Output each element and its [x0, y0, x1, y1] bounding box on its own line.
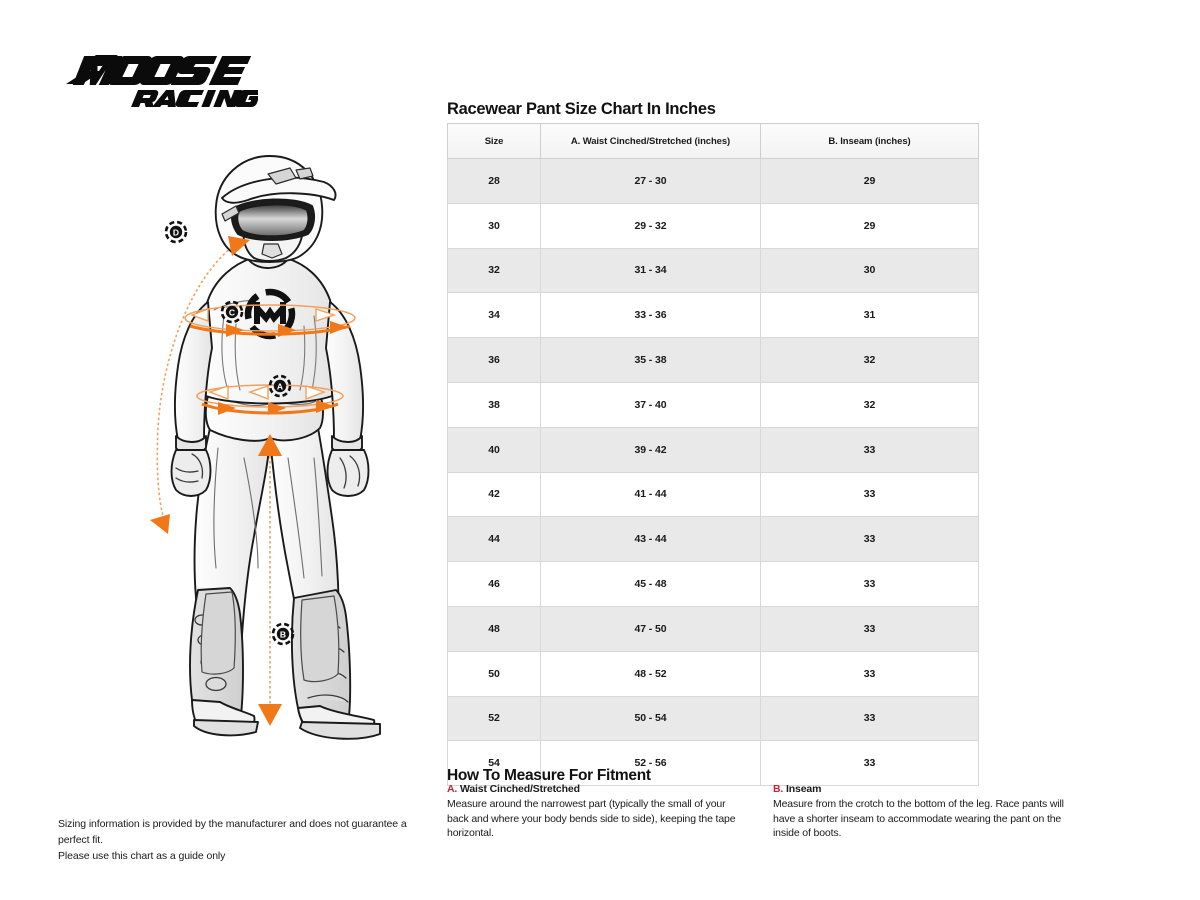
table-row: 28 27 - 30 29 — [447, 158, 979, 204]
marker-B: B — [271, 622, 295, 646]
cell-size: 32 — [447, 247, 541, 294]
table-row: 34 33 - 36 31 — [447, 292, 979, 339]
cell-inseam: 33 — [760, 740, 979, 787]
measure-section-waist: A. Waist Cinched/Stretched Measure aroun… — [447, 782, 747, 841]
table-row: 46 45 - 48 33 — [447, 561, 979, 607]
cell-waist: 27 - 30 — [540, 158, 761, 204]
sizing-disclaimer-line1: Sizing information is provided by the ma… — [58, 818, 407, 846]
cell-inseam: 31 — [760, 292, 979, 339]
measurement-overlay — [150, 236, 356, 726]
page-title: Racewear Pant Size Chart In Inches — [447, 100, 716, 119]
marker-label-B: B — [280, 630, 286, 640]
rider-measurement-diagram: D C A B — [118, 128, 418, 753]
cell-waist: 43 - 44 — [540, 516, 761, 563]
table-row: 40 39 - 42 33 — [447, 426, 979, 473]
cell-size: 44 — [447, 516, 541, 563]
size-chart-header: Size A. Waist Cinched/Stretched (inches)… — [447, 123, 979, 159]
left-panel: D C A B Sizing information is provided b… — [0, 0, 440, 900]
cell-size: 28 — [447, 158, 541, 204]
cell-size: 36 — [447, 337, 541, 383]
marker-label-A: A — [277, 382, 283, 392]
measure-letter-a: A. — [447, 783, 458, 795]
table-row: 48 47 - 50 33 — [447, 605, 979, 652]
marker-D: D — [164, 220, 188, 244]
cell-inseam: 30 — [760, 247, 979, 294]
cell-waist: 31 - 34 — [540, 247, 761, 294]
cell-inseam: 33 — [760, 650, 979, 697]
cell-size: 42 — [447, 471, 541, 518]
cell-inseam: 29 — [760, 158, 979, 204]
cell-size: 30 — [447, 202, 541, 249]
cell-waist: 45 - 48 — [540, 561, 761, 607]
measure-label-a: A. Waist Cinched/Stretched — [447, 782, 747, 796]
column-header-waist: A. Waist Cinched/Stretched (inches) — [540, 123, 761, 159]
cell-waist: 39 - 42 — [540, 426, 761, 473]
cell-inseam: 33 — [760, 561, 979, 607]
measure-label-b: B. Inseam — [773, 782, 1083, 796]
table-row: 42 41 - 44 33 — [447, 471, 979, 518]
cell-size: 46 — [447, 561, 541, 607]
cell-waist: 48 - 52 — [540, 650, 761, 697]
measure-title-a: Waist Cinched/Stretched — [459, 783, 580, 795]
table-row: 36 35 - 38 32 — [447, 337, 979, 383]
moose-racing-logo — [58, 38, 266, 110]
cell-waist: 47 - 50 — [540, 605, 761, 652]
table-row: 54 52 - 56 33 — [447, 740, 979, 787]
cell-waist: 52 - 56 — [540, 740, 761, 787]
marker-label-D: D — [173, 228, 179, 238]
measure-text-b: Measure from the crotch to the bottom of… — [773, 798, 1064, 840]
how-to-measure-heading: How To Measure For Fitment — [447, 766, 651, 784]
sizing-disclaimer: Sizing information is provided by the ma… — [58, 816, 433, 864]
measure-letter-b: B. — [773, 783, 784, 795]
cell-size: 48 — [447, 605, 541, 652]
size-chart-body: 28 27 - 30 29 30 29 - 32 29 32 31 - 34 30 34 33 - … — [447, 158, 979, 787]
cell-inseam: 33 — [760, 516, 979, 563]
table-row: 50 48 - 52 33 — [447, 650, 979, 697]
table-row: 44 43 - 44 33 — [447, 516, 979, 563]
cell-waist: 33 - 36 — [540, 292, 761, 339]
sizing-disclaimer-line2: Please use this chart as a guide only — [58, 850, 226, 862]
cell-waist: 29 - 32 — [540, 202, 761, 249]
cell-waist: 41 - 44 — [540, 471, 761, 518]
cell-inseam: 32 — [760, 337, 979, 383]
cell-size: 52 — [447, 695, 541, 742]
measure-title-b: Inseam — [785, 783, 822, 795]
cell-size: 50 — [447, 650, 541, 697]
cell-size: 54 — [447, 740, 541, 787]
marker-A: A — [268, 374, 292, 398]
marker-label-C: C — [229, 308, 235, 318]
size-chart-table: Size A. Waist Cinched/Stretched (inches)… — [447, 123, 979, 787]
cell-inseam: 33 — [760, 426, 979, 473]
cell-waist: 35 - 38 — [540, 337, 761, 383]
measure-section-inseam: B. Inseam Measure from the crotch to the… — [773, 782, 1083, 841]
marker-C: C — [220, 300, 244, 324]
moose-racing-wordmark-icon — [66, 55, 266, 108]
cell-inseam: 29 — [760, 202, 979, 249]
table-row: 32 31 - 34 30 — [447, 247, 979, 294]
motocross-rider-illustration-icon: D C A B — [150, 155, 381, 740]
table-row: 30 29 - 32 29 — [447, 202, 979, 249]
cell-size: 38 — [447, 381, 541, 428]
cell-size: 40 — [447, 426, 541, 473]
cell-size: 34 — [447, 292, 541, 339]
cell-waist: 37 - 40 — [540, 381, 761, 428]
cell-inseam: 33 — [760, 605, 979, 652]
cell-inseam: 33 — [760, 695, 979, 742]
measure-text-a: Measure around the narrowest part (typic… — [447, 798, 736, 840]
table-header-row: Size A. Waist Cinched/Stretched (inches)… — [447, 123, 979, 159]
cell-inseam: 32 — [760, 381, 979, 428]
table-row: 52 50 - 54 33 — [447, 695, 979, 742]
table-row: 38 37 - 40 32 — [447, 381, 979, 428]
cell-waist: 50 - 54 — [540, 695, 761, 742]
right-panel: Racewear Pant Size Chart In Inches Size … — [440, 0, 1200, 900]
column-header-size: Size — [447, 123, 541, 159]
column-header-inseam: B. Inseam (inches) — [760, 123, 979, 159]
cell-inseam: 33 — [760, 471, 979, 518]
